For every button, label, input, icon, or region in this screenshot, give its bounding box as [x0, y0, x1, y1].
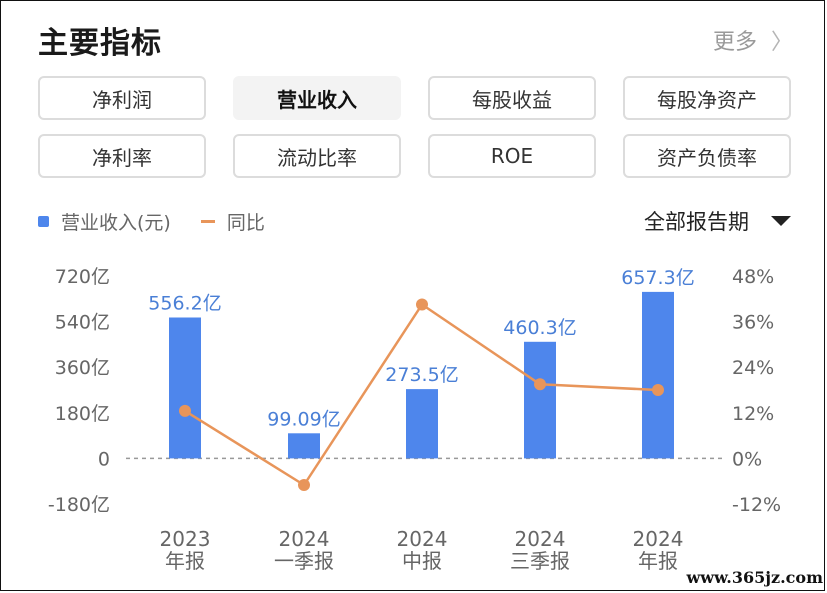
x-tick-label-year: 2023 [160, 527, 211, 551]
yoy-point [534, 378, 546, 391]
yoy-point [298, 479, 310, 491]
x-tick-label-year: 2024 [397, 527, 448, 551]
revenue-bar [642, 291, 674, 459]
tab-net-profit[interactable]: 净利润 [38, 76, 206, 120]
y-left-tick-label: 0 [98, 448, 110, 470]
y-right-tick-label: 12% [732, 403, 774, 425]
revenue-bar [288, 433, 320, 459]
tab-eps[interactable]: 每股收益 [428, 76, 596, 120]
tab-revenue[interactable]: 营业收入 [233, 76, 401, 120]
chart-legend: 营业收入(元) 同比 [38, 208, 265, 235]
x-tick-label-year: 2024 [633, 527, 684, 551]
bar-data-label: 460.3亿 [503, 317, 576, 339]
caret-down-icon [771, 216, 791, 226]
yoy-point [179, 404, 191, 417]
chevron-right-icon: 〉 [770, 30, 793, 55]
bar-data-label: 99.09亿 [267, 408, 340, 430]
y-left-tick-label: -180亿 [48, 494, 110, 516]
page-title: 主要指标 [38, 26, 162, 61]
more-label: 更多 [712, 30, 757, 55]
bar-data-label: 556.2亿 [148, 292, 221, 314]
revenue-bar [406, 389, 438, 459]
tab-net-margin[interactable]: 净利率 [38, 134, 206, 178]
y-right-tick-label: 36% [732, 312, 774, 334]
revenue-bar [169, 317, 201, 459]
legend-bar-swatch [38, 216, 49, 227]
more-link[interactable]: 更多 〉 [713, 24, 793, 56]
tab-current-ratio[interactable]: 流动比率 [233, 134, 401, 178]
legend-line-swatch [200, 220, 215, 223]
x-tick-label-period: 三季报 [510, 549, 570, 573]
watermark: www.365jz.com [686, 568, 823, 587]
x-tick-label-period: 中报 [402, 549, 442, 573]
y-left-tick-label: 540亿 [55, 312, 110, 334]
bar-data-label: 657.3亿 [621, 267, 694, 289]
y-left-tick-label: 360亿 [55, 357, 110, 379]
period-select-value: 全部报告期 [644, 210, 749, 234]
revenue-chart: 720亿 540亿 360亿 180亿 0 -180亿 48% 36% 24% 12% 0% -12%… [48, 266, 781, 573]
x-tick-label-year: 2024 [279, 527, 330, 551]
y-right-tick-label: 0% [732, 448, 762, 470]
y-left-tick-label: 180亿 [55, 403, 110, 425]
period-select[interactable]: 全部报告期 [644, 206, 791, 236]
tab-roe[interactable]: ROE [428, 134, 596, 178]
y-right-tick-label: -12% [732, 494, 781, 516]
x-tick-label-year: 2024 [515, 527, 566, 551]
x-tick-label-period: 一季报 [274, 549, 334, 573]
y-right-tick-label: 48% [732, 266, 774, 288]
tab-bvps[interactable]: 每股净资产 [623, 76, 791, 120]
yoy-point [416, 298, 428, 311]
tab-debt-ratio[interactable]: 资产负债率 [623, 134, 791, 178]
revenue-bar [524, 341, 556, 459]
metric-tabs: 净利润 营业收入 每股收益 每股净资产 净利率 流动比率 ROE 资产负债率 [38, 76, 791, 178]
bar-data-label: 273.5亿 [385, 364, 458, 386]
legend-line-label: 同比 [226, 212, 265, 234]
x-tick-label-period: 年报 [638, 549, 678, 573]
legend-bar-label: 营业收入(元) [61, 212, 171, 234]
y-left-tick-label: 720亿 [55, 266, 110, 288]
x-tick-label-period: 年报 [165, 549, 205, 573]
y-right-tick-label: 24% [732, 357, 774, 379]
yoy-point [652, 384, 664, 396]
